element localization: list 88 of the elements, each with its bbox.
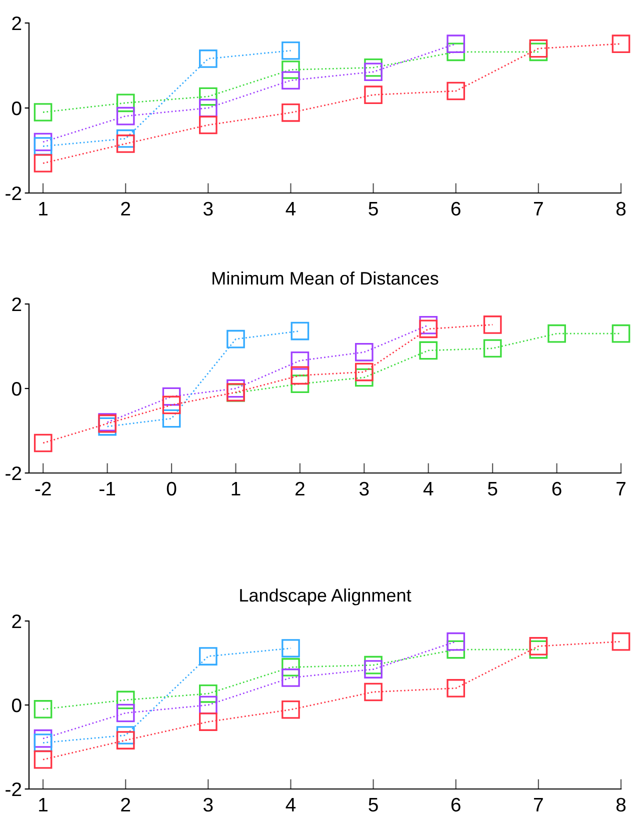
x-tick-label: 3 xyxy=(204,202,213,216)
point xyxy=(282,71,300,90)
x-tick-label: 6 xyxy=(451,798,460,812)
x-tick-label: 2 xyxy=(121,798,130,812)
y-tick-label: 0 xyxy=(12,101,22,116)
x-tick-label: 2 xyxy=(121,202,130,216)
x-tick-label: 4 xyxy=(286,798,296,812)
point xyxy=(226,330,245,348)
point xyxy=(446,82,466,100)
x-tick-label: 6 xyxy=(451,202,460,216)
point xyxy=(355,342,374,362)
point xyxy=(199,712,218,731)
point xyxy=(116,134,135,153)
point xyxy=(116,704,135,722)
x-tick-label: 3 xyxy=(204,798,213,812)
y-tick-label: -2 xyxy=(6,186,22,200)
y-tick-label: -2 xyxy=(6,782,22,796)
point xyxy=(116,731,135,750)
point xyxy=(483,316,502,334)
point xyxy=(446,679,466,698)
point xyxy=(364,86,382,104)
point xyxy=(282,658,300,676)
x-tick-label: 5 xyxy=(368,202,378,216)
point xyxy=(483,339,502,358)
x-tick-label: 1 xyxy=(39,202,48,216)
x-tick-label: 4 xyxy=(286,202,296,216)
x-tick-label: 6 xyxy=(552,482,562,496)
point xyxy=(199,98,218,118)
point xyxy=(612,34,630,53)
point xyxy=(446,34,466,53)
point xyxy=(162,409,181,428)
x-tick-label: 8 xyxy=(616,202,626,216)
point xyxy=(446,632,466,651)
point xyxy=(34,154,52,172)
x-tick-label: 0 xyxy=(166,482,176,496)
point xyxy=(282,700,300,719)
point xyxy=(199,116,218,134)
x-tick-label: 7 xyxy=(534,202,543,216)
point xyxy=(355,362,374,382)
point xyxy=(364,62,382,82)
y-tick-label: -2 xyxy=(6,466,22,480)
point xyxy=(548,324,566,343)
point xyxy=(282,104,300,122)
x-tick-label: 5 xyxy=(488,482,498,496)
point xyxy=(290,322,310,340)
point xyxy=(364,682,382,702)
point xyxy=(34,750,52,769)
y-tick-label: 0 xyxy=(12,698,22,712)
x-tick-label: 1 xyxy=(232,482,240,496)
x-tick-label: 4 xyxy=(423,482,434,496)
x-tick-label: -2 xyxy=(35,482,51,496)
chart-title: Landscape Alignment xyxy=(240,588,412,606)
point xyxy=(529,637,548,656)
point xyxy=(199,647,218,666)
point xyxy=(282,41,300,60)
x-tick-label: -1 xyxy=(100,482,116,496)
point xyxy=(364,660,382,678)
point xyxy=(199,50,218,68)
chart-title: Minimum Mean of Distances xyxy=(212,271,438,285)
point xyxy=(199,684,218,703)
point xyxy=(199,87,218,106)
point xyxy=(529,39,548,58)
point xyxy=(282,668,300,687)
x-tick-label: 3 xyxy=(360,482,369,496)
point xyxy=(282,639,300,658)
point xyxy=(34,103,52,122)
point xyxy=(116,94,135,112)
point xyxy=(419,320,438,338)
x-tick-label: 8 xyxy=(616,798,626,812)
y-tick-label: 2 xyxy=(12,16,22,30)
x-tick-label: 7 xyxy=(616,482,626,496)
point xyxy=(612,632,630,651)
y-tick-label: 0 xyxy=(12,382,22,396)
y-tick-label: 2 xyxy=(12,297,22,312)
point xyxy=(419,341,438,360)
x-tick-label: 5 xyxy=(368,798,378,812)
x-tick-label: 7 xyxy=(534,798,543,812)
x-tick-label: 1 xyxy=(39,798,48,812)
point xyxy=(116,690,135,710)
point xyxy=(290,366,310,385)
point xyxy=(612,324,630,343)
point xyxy=(34,434,52,452)
x-tick-label: 2 xyxy=(296,482,304,496)
point xyxy=(34,700,52,718)
point xyxy=(116,106,135,126)
point xyxy=(290,351,310,370)
y-tick-label: 2 xyxy=(12,614,22,628)
point xyxy=(162,396,181,414)
